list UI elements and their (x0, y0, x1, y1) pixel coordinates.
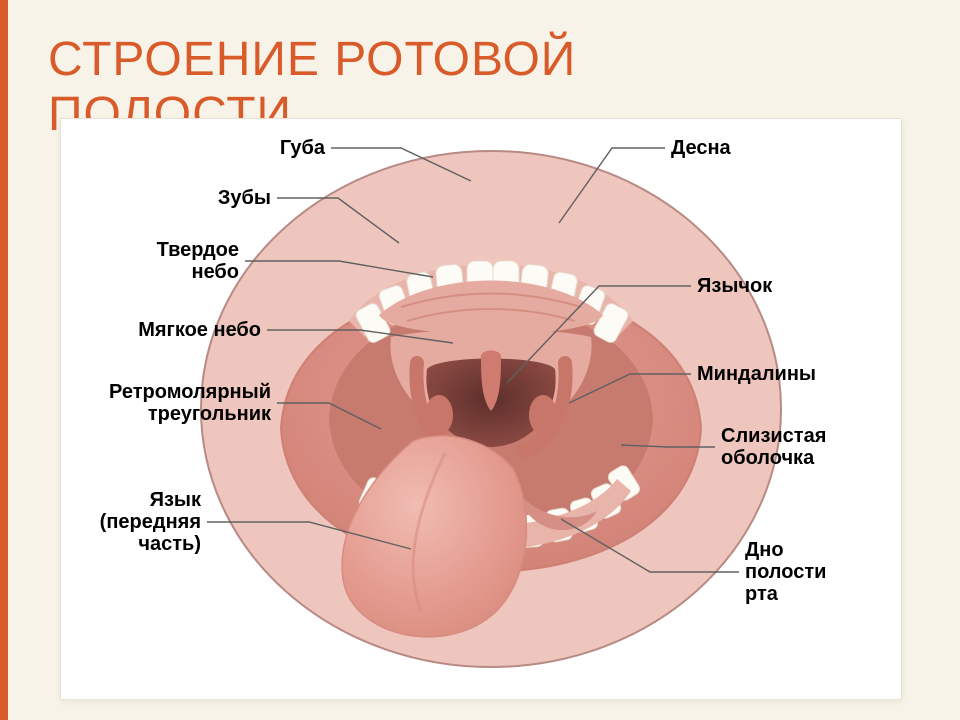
lower-teeth (357, 464, 641, 548)
label-mucosa: Слизистая оболочка (721, 425, 826, 469)
lower-gum (361, 479, 631, 550)
leader-uvula (507, 286, 691, 383)
label-lip: Губа (280, 137, 325, 159)
label-tongue: Язык (передняя часть) (100, 489, 201, 555)
label-hard-palate: Твердое небо (157, 239, 239, 283)
inner-mouth (329, 305, 653, 533)
leader-hard-palate (245, 261, 433, 277)
soft-palate-region (390, 330, 591, 438)
accent-bar (0, 0, 8, 720)
leader-soft-palate (267, 330, 453, 343)
label-gingiva: Десна (671, 137, 731, 159)
leader-retromolar (277, 403, 381, 429)
slide: СТРОЕНИЕ РОТОВОЙ ПОЛОСТИ (0, 0, 960, 720)
figure-card: Губа Зубы Твердое небо Мягкое небо Ретромоля… (60, 118, 902, 700)
tonsil-right (529, 395, 557, 435)
tonsil-left (425, 395, 453, 435)
label-tonsils: Миндалины (697, 363, 816, 385)
figure-inner: Губа Зубы Твердое небо Мягкое небо Ретромоля… (61, 119, 901, 699)
perioral-skin (201, 151, 781, 667)
leader-teeth (277, 198, 399, 243)
arch-left (416, 363, 459, 451)
leader-floor (561, 519, 739, 572)
uvula (481, 351, 501, 412)
mouth-floor (513, 485, 597, 530)
hard-palate-region (379, 281, 603, 335)
upper-teeth (354, 261, 630, 345)
tongue-shape (342, 436, 526, 637)
leader-tonsils (569, 374, 691, 403)
arch-right (523, 363, 566, 451)
label-floor: Дно полости рта (745, 539, 826, 605)
upper-gum (349, 264, 633, 337)
leader-tongue (207, 522, 411, 549)
label-uvula: Язычок (697, 275, 772, 297)
oropharynx (426, 359, 555, 448)
leader-mucosa (621, 445, 715, 447)
lips (281, 287, 701, 572)
label-retromolar: Ретромолярный треугольник (109, 381, 271, 425)
label-teeth: Зубы (218, 187, 271, 209)
leader-lip (331, 148, 471, 181)
leader-gingiva (559, 148, 665, 223)
label-soft-palate: Мягкое небо (138, 319, 261, 341)
